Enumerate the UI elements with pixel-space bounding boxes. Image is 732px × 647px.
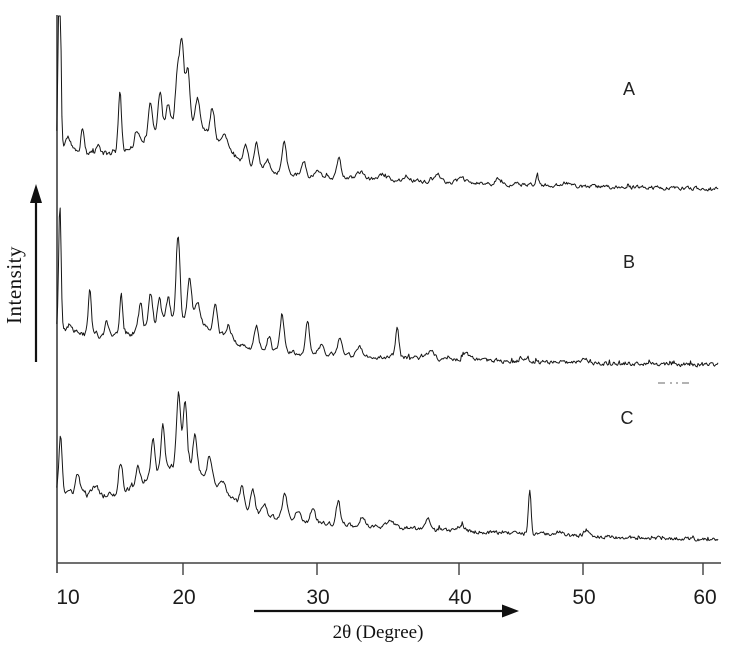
trace-a <box>56 15 719 192</box>
series-label-c: C <box>621 408 634 428</box>
x-tick-label-30: 30 <box>306 586 329 609</box>
series-label-b: B <box>623 252 635 272</box>
series-label-a: A <box>623 79 635 99</box>
x-tick-label-10: 10 <box>56 586 79 609</box>
x-axis-title: 2θ (Degree) <box>333 622 424 643</box>
x-tick-label-40: 40 <box>448 586 471 609</box>
right-arrow-icon <box>502 604 519 618</box>
up-arrow-icon <box>30 184 42 203</box>
x-tick-label-50: 50 <box>572 586 595 609</box>
x-tick-label-20: 20 <box>172 586 195 609</box>
trace-b <box>56 207 719 368</box>
y-axis-title: Intensity <box>2 246 26 324</box>
trace-c <box>56 391 719 542</box>
x-tick-label-60: 60 <box>693 586 716 609</box>
